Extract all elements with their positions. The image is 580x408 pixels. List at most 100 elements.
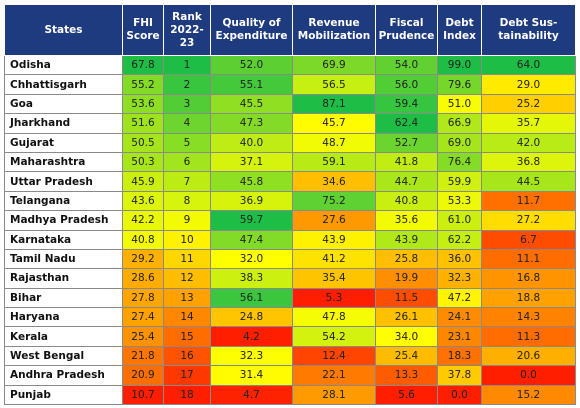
score-cell: 50.5	[122, 132, 164, 153]
score-cell: 28.1	[292, 384, 376, 406]
score-cell: 13	[163, 287, 211, 309]
score-cell: 3	[163, 93, 211, 115]
state-name: West Bengal	[4, 345, 123, 367]
state-name: Chhattisgarh	[4, 74, 123, 95]
score-cell: 20.6	[481, 345, 576, 367]
table-row: Tamil Nadu 29.2 11 32.0 41.2 25.8 36.0 11.1	[4, 248, 576, 270]
header-cell: Debt Sus- tainability	[481, 4, 576, 56]
score-cell: 36.9	[210, 190, 293, 212]
score-cell: 45.8	[210, 171, 293, 192]
score-cell: 12	[163, 268, 211, 289]
score-cell: 8	[163, 190, 211, 212]
table-row: Madhya Pradesh 42.2 9 59.7 27.6 35.6 61.0 27.2	[4, 210, 576, 231]
score-cell: 34.0	[375, 326, 438, 347]
state-name: Karnataka	[4, 229, 123, 250]
score-cell: 10.7	[122, 384, 164, 406]
score-cell: 62.4	[375, 113, 438, 134]
score-cell: 25.4	[122, 326, 164, 347]
score-cell: 28.6	[122, 268, 164, 289]
score-cell: 26.1	[375, 307, 438, 328]
score-cell: 35.4	[292, 268, 376, 289]
score-cell: 35.7	[481, 113, 576, 134]
score-cell: 54.2	[292, 326, 376, 347]
state-name: Bihar	[4, 287, 123, 309]
score-cell: 15.2	[481, 384, 576, 406]
score-cell: 59.9	[437, 171, 482, 192]
score-cell: 24.8	[210, 307, 293, 328]
score-cell: 16	[163, 345, 211, 367]
score-cell: 64.0	[481, 54, 576, 76]
score-cell: 11.1	[481, 248, 576, 270]
score-cell: 40.8	[375, 190, 438, 212]
table-row: Rajasthan 28.6 12 38.3 35.4 19.9 32.3 16.8	[4, 268, 576, 289]
score-cell: 32.3	[437, 268, 482, 289]
score-cell: 11.3	[481, 326, 576, 347]
table-body: Odisha 67.8 1 52.0 69.9 54.0 99.0 64.0 Chhattisg…	[4, 54, 576, 406]
score-cell: 43.9	[375, 229, 438, 250]
table-row: Andhra Pradesh 20.9 17 31.4 22.1 13.3 37.8 0.0	[4, 365, 576, 386]
state-name: Goa	[4, 93, 123, 115]
score-cell: 0.0	[437, 384, 482, 406]
state-name: Gujarat	[4, 132, 123, 153]
score-cell: 35.6	[375, 210, 438, 231]
score-cell: 47.3	[210, 113, 293, 134]
table-row: Gujarat 50.5 5 40.0 48.7 52.7 69.0 42.0	[4, 132, 576, 153]
header-cell: Debt Index	[437, 4, 482, 56]
table-row: Bihar 27.8 13 56.1 5.3 11.5 47.2 18.8	[4, 287, 576, 309]
score-cell: 56.5	[292, 74, 376, 95]
score-cell: 4.2	[210, 326, 293, 347]
score-cell: 24.1	[437, 307, 482, 328]
score-cell: 25.2	[481, 93, 576, 115]
score-cell: 2	[163, 74, 211, 95]
score-cell: 15	[163, 326, 211, 347]
score-cell: 14.3	[481, 307, 576, 328]
score-cell: 27.8	[122, 287, 164, 309]
score-cell: 51.0	[437, 93, 482, 115]
score-cell: 41.2	[292, 248, 376, 270]
header-cell: Revenue Mobilization	[292, 4, 376, 56]
score-cell: 12.4	[292, 345, 376, 367]
header-cell: Rank 2022- 23	[163, 4, 211, 56]
table-row: Chhattisgarh 55.2 2 55.1 56.5 56.0 79.6 29.0	[4, 74, 576, 95]
score-cell: 37.8	[437, 365, 482, 386]
score-cell: 23.1	[437, 326, 482, 347]
state-name: Madhya Pradesh	[4, 210, 123, 231]
score-cell: 34.6	[292, 171, 376, 192]
fhi-table: States FHI Score Rank 2022- 23 Quality of E…	[4, 4, 576, 406]
table-row: Jharkhand 51.6 4 47.3 45.7 62.4 66.9 35.7	[4, 113, 576, 134]
table-row: Goa 53.6 3 45.5 87.1 59.4 51.0 25.2	[4, 93, 576, 115]
score-cell: 18.3	[437, 345, 482, 367]
score-cell: 47.2	[437, 287, 482, 309]
score-cell: 27.4	[122, 307, 164, 328]
state-name: Haryana	[4, 307, 123, 328]
score-cell: 9	[163, 210, 211, 231]
score-cell: 5	[163, 132, 211, 153]
state-name: Andhra Pradesh	[4, 365, 123, 386]
header-cell: Quality of Expenditure	[210, 4, 293, 56]
score-cell: 7	[163, 171, 211, 192]
score-cell: 55.1	[210, 74, 293, 95]
score-cell: 6	[163, 151, 211, 173]
header-cell: Fiscal Prudence	[375, 4, 438, 56]
score-cell: 75.2	[292, 190, 376, 212]
state-name: Maharashtra	[4, 151, 123, 173]
score-cell: 29.0	[481, 74, 576, 95]
score-cell: 53.3	[437, 190, 482, 212]
score-cell: 5.6	[375, 384, 438, 406]
score-cell: 11.7	[481, 190, 576, 212]
table-row: Odisha 67.8 1 52.0 69.9 54.0 99.0 64.0	[4, 54, 576, 76]
score-cell: 4	[163, 113, 211, 134]
state-name: Punjab	[4, 384, 123, 406]
state-name: Odisha	[4, 54, 123, 76]
score-cell: 52.0	[210, 54, 293, 76]
table-row: Telangana 43.6 8 36.9 75.2 40.8 53.3 11.7	[4, 190, 576, 212]
score-cell: 29.2	[122, 248, 164, 270]
state-name: Kerala	[4, 326, 123, 347]
header-cell: States	[4, 4, 123, 56]
score-cell: 36.0	[437, 248, 482, 270]
table-row: Punjab 10.7 18 4.7 28.1 5.6 0.0 15.2	[4, 384, 576, 406]
score-cell: 38.3	[210, 268, 293, 289]
score-cell: 56.0	[375, 74, 438, 95]
score-cell: 47.4	[210, 229, 293, 250]
